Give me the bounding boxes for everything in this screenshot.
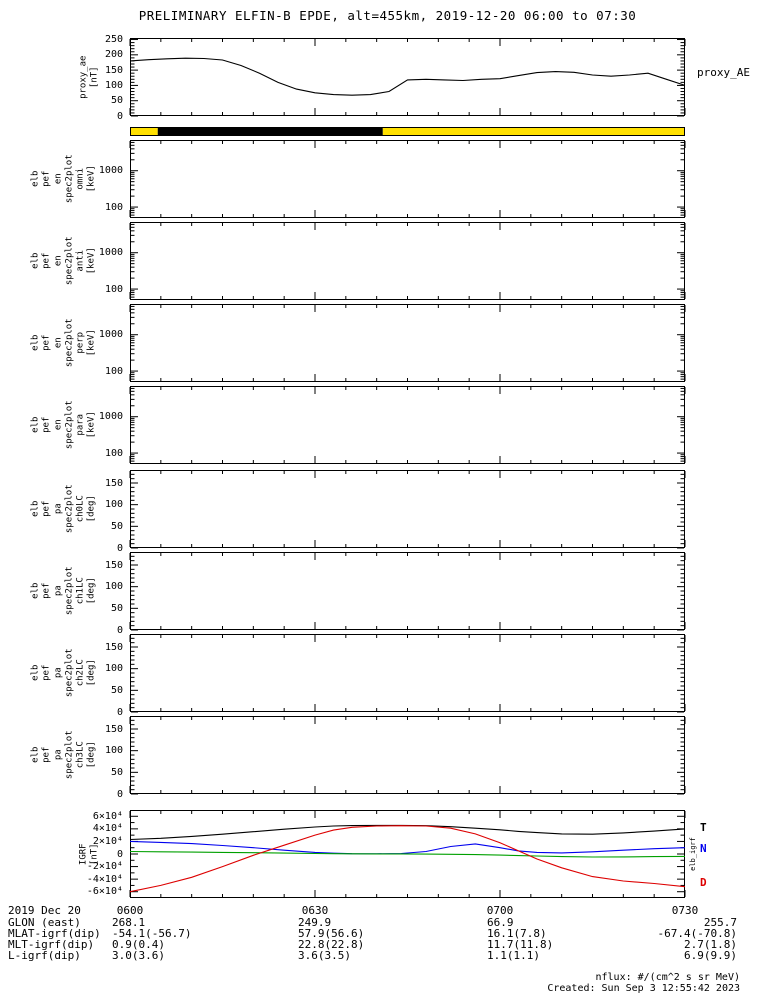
mlat-value-3: 16.1(7.8) [487, 927, 547, 940]
igrf-y-tick-labels: 6×10⁴ 4×10⁴ 2×10⁴ 0 -2×10⁴ -4×10⁴ -6×10⁴ [86, 810, 123, 898]
mlt-label: MLT-igrf(dip) [8, 938, 95, 951]
igrf-legend-D: D [700, 876, 707, 889]
proxy-ae-right-label: proxy_AE [697, 66, 750, 79]
nflux-units-note: nflux: #/(cm^2 s sr MeV) [595, 972, 741, 983]
lshell-label: L-igrf(dip) [8, 949, 81, 962]
lshell-value-4: 6.9(9.9) [684, 949, 737, 962]
panel-pitch-angle-ch1: 0 50 100 150 [105, 552, 686, 636]
panel-energy-spectrogram-perp: 100 1000 [99, 304, 686, 382]
proxy-ae-y-tick-labels: 0 50 100 150 200 250 [104, 34, 123, 122]
glon-value-4: 255.7 [703, 916, 737, 929]
energy-spectrogram-perp-plot [129, 304, 686, 382]
footer-row-date-time: 2019 Dec 20 0600 0630 0700 0730 [0, 905, 775, 916]
lshell-value-1: 3.0(3.6) [112, 949, 165, 962]
mlat-label: MLAT-igrf(dip) [8, 927, 101, 940]
panel-pitch-angle-ch2: 0 50 100 150 [105, 634, 686, 718]
footer-row-glon: GLON (east) 268.1 249.9 66.9 255.7 [0, 917, 775, 928]
igrf-legend-N: N [700, 842, 707, 855]
x-tick-label-0700: 0700 [486, 904, 514, 917]
glon-value-1: 268.1 [112, 916, 146, 929]
panel-igrf: 6×10⁴ 4×10⁴ 2×10⁴ 0 -2×10⁴ -4×10⁴ -6×10⁴ [87, 810, 686, 898]
mlat-value-4: -67.4(-70.8) [657, 927, 737, 940]
plot-title: PRELIMINARY ELFIN-B EPDE, alt=455km, 201… [138, 8, 637, 23]
lshell-value-3: 1.1(1.1) [487, 949, 540, 962]
pa-ch1-y-tick-labels: 0 50 100 150 [104, 559, 123, 636]
footer-row-lshell: L-igrf(dip) 3.0(3.6) 3.6(3.5) 1.1(1.1) 6… [0, 950, 775, 961]
pa-ch3-y-tick-labels: 0 50 100 150 [104, 723, 123, 800]
pitch-angle-ch2-plot [129, 634, 686, 713]
energy-spectrogram-anti-plot [129, 222, 686, 300]
en-anti-y-tick-labels: 100 1000 [98, 247, 123, 295]
footer-row-mlat: MLAT-igrf(dip) -54.1(-56.7) 57.9(56.6) 1… [0, 928, 775, 939]
panel-pitch-angle-ch0: 0 50 100 150 [105, 470, 686, 554]
lshell-value-2: 3.6(3.5) [298, 949, 351, 962]
pitch-angle-ch1-plot [129, 552, 686, 631]
panel-energy-spectrogram-omni: 100 1000 [99, 140, 686, 218]
x-tick-label-0630: 0630 [301, 904, 329, 917]
x-tick-label-0730: 0730 [671, 904, 699, 917]
position-flag-bar [130, 127, 685, 136]
en-perp-y-tick-labels: 100 1000 [98, 329, 123, 377]
en-omni-y-tick-labels: 100 1000 [98, 165, 123, 213]
pitch-angle-ch3-plot [129, 716, 686, 795]
panel-energy-spectrogram-anti: 100 1000 [99, 222, 686, 300]
energy-spectrogram-omni-plot [129, 140, 686, 218]
panel-proxy-ae: 0 50 100 150 200 250 [105, 34, 686, 122]
proxy-ae-plot [129, 38, 686, 117]
mlat-value-1: -54.1(-56.7) [112, 927, 192, 940]
mlt-value-2: 22.8(22.8) [298, 938, 365, 951]
mlt-value-3: 11.7(11.8) [487, 938, 554, 951]
position-flag-bar-plot [130, 127, 685, 136]
mlt-value-4: 2.7(1.8) [684, 938, 737, 951]
igrf-plot [129, 810, 686, 898]
vertical-stamp: elb_igrf [689, 837, 697, 871]
en-para-y-tick-labels: 100 1000 [98, 411, 123, 459]
pa-ch2-y-tick-labels: 0 50 100 150 [104, 641, 123, 718]
pa-ch0-y-tick-labels: 0 50 100 150 [104, 477, 123, 554]
panel-pitch-angle-ch3: 0 50 100 150 [105, 716, 686, 800]
mlt-value-1: 0.9(0.4) [112, 938, 165, 951]
panel-energy-spectrogram-para: 100 1000 [99, 386, 686, 464]
footer-row-mlt: MLT-igrf(dip) 0.9(0.4) 22.8(22.8) 11.7(1… [0, 939, 775, 950]
pitch-angle-ch0-plot [129, 470, 686, 549]
created-timestamp: Created: Sun Sep 3 12:55:42 2023 [547, 983, 740, 994]
igrf-legend-T: T [700, 821, 707, 834]
glon-value-2: 249.9 [298, 916, 332, 929]
glon-label: GLON (east) [8, 916, 81, 929]
date-label: 2019 Dec 20 [8, 904, 81, 917]
mlat-value-2: 57.9(56.6) [298, 927, 365, 940]
energy-spectrogram-para-plot [129, 386, 686, 464]
glon-value-3: 66.9 [487, 916, 514, 929]
x-tick-label-0600: 0600 [116, 904, 144, 917]
